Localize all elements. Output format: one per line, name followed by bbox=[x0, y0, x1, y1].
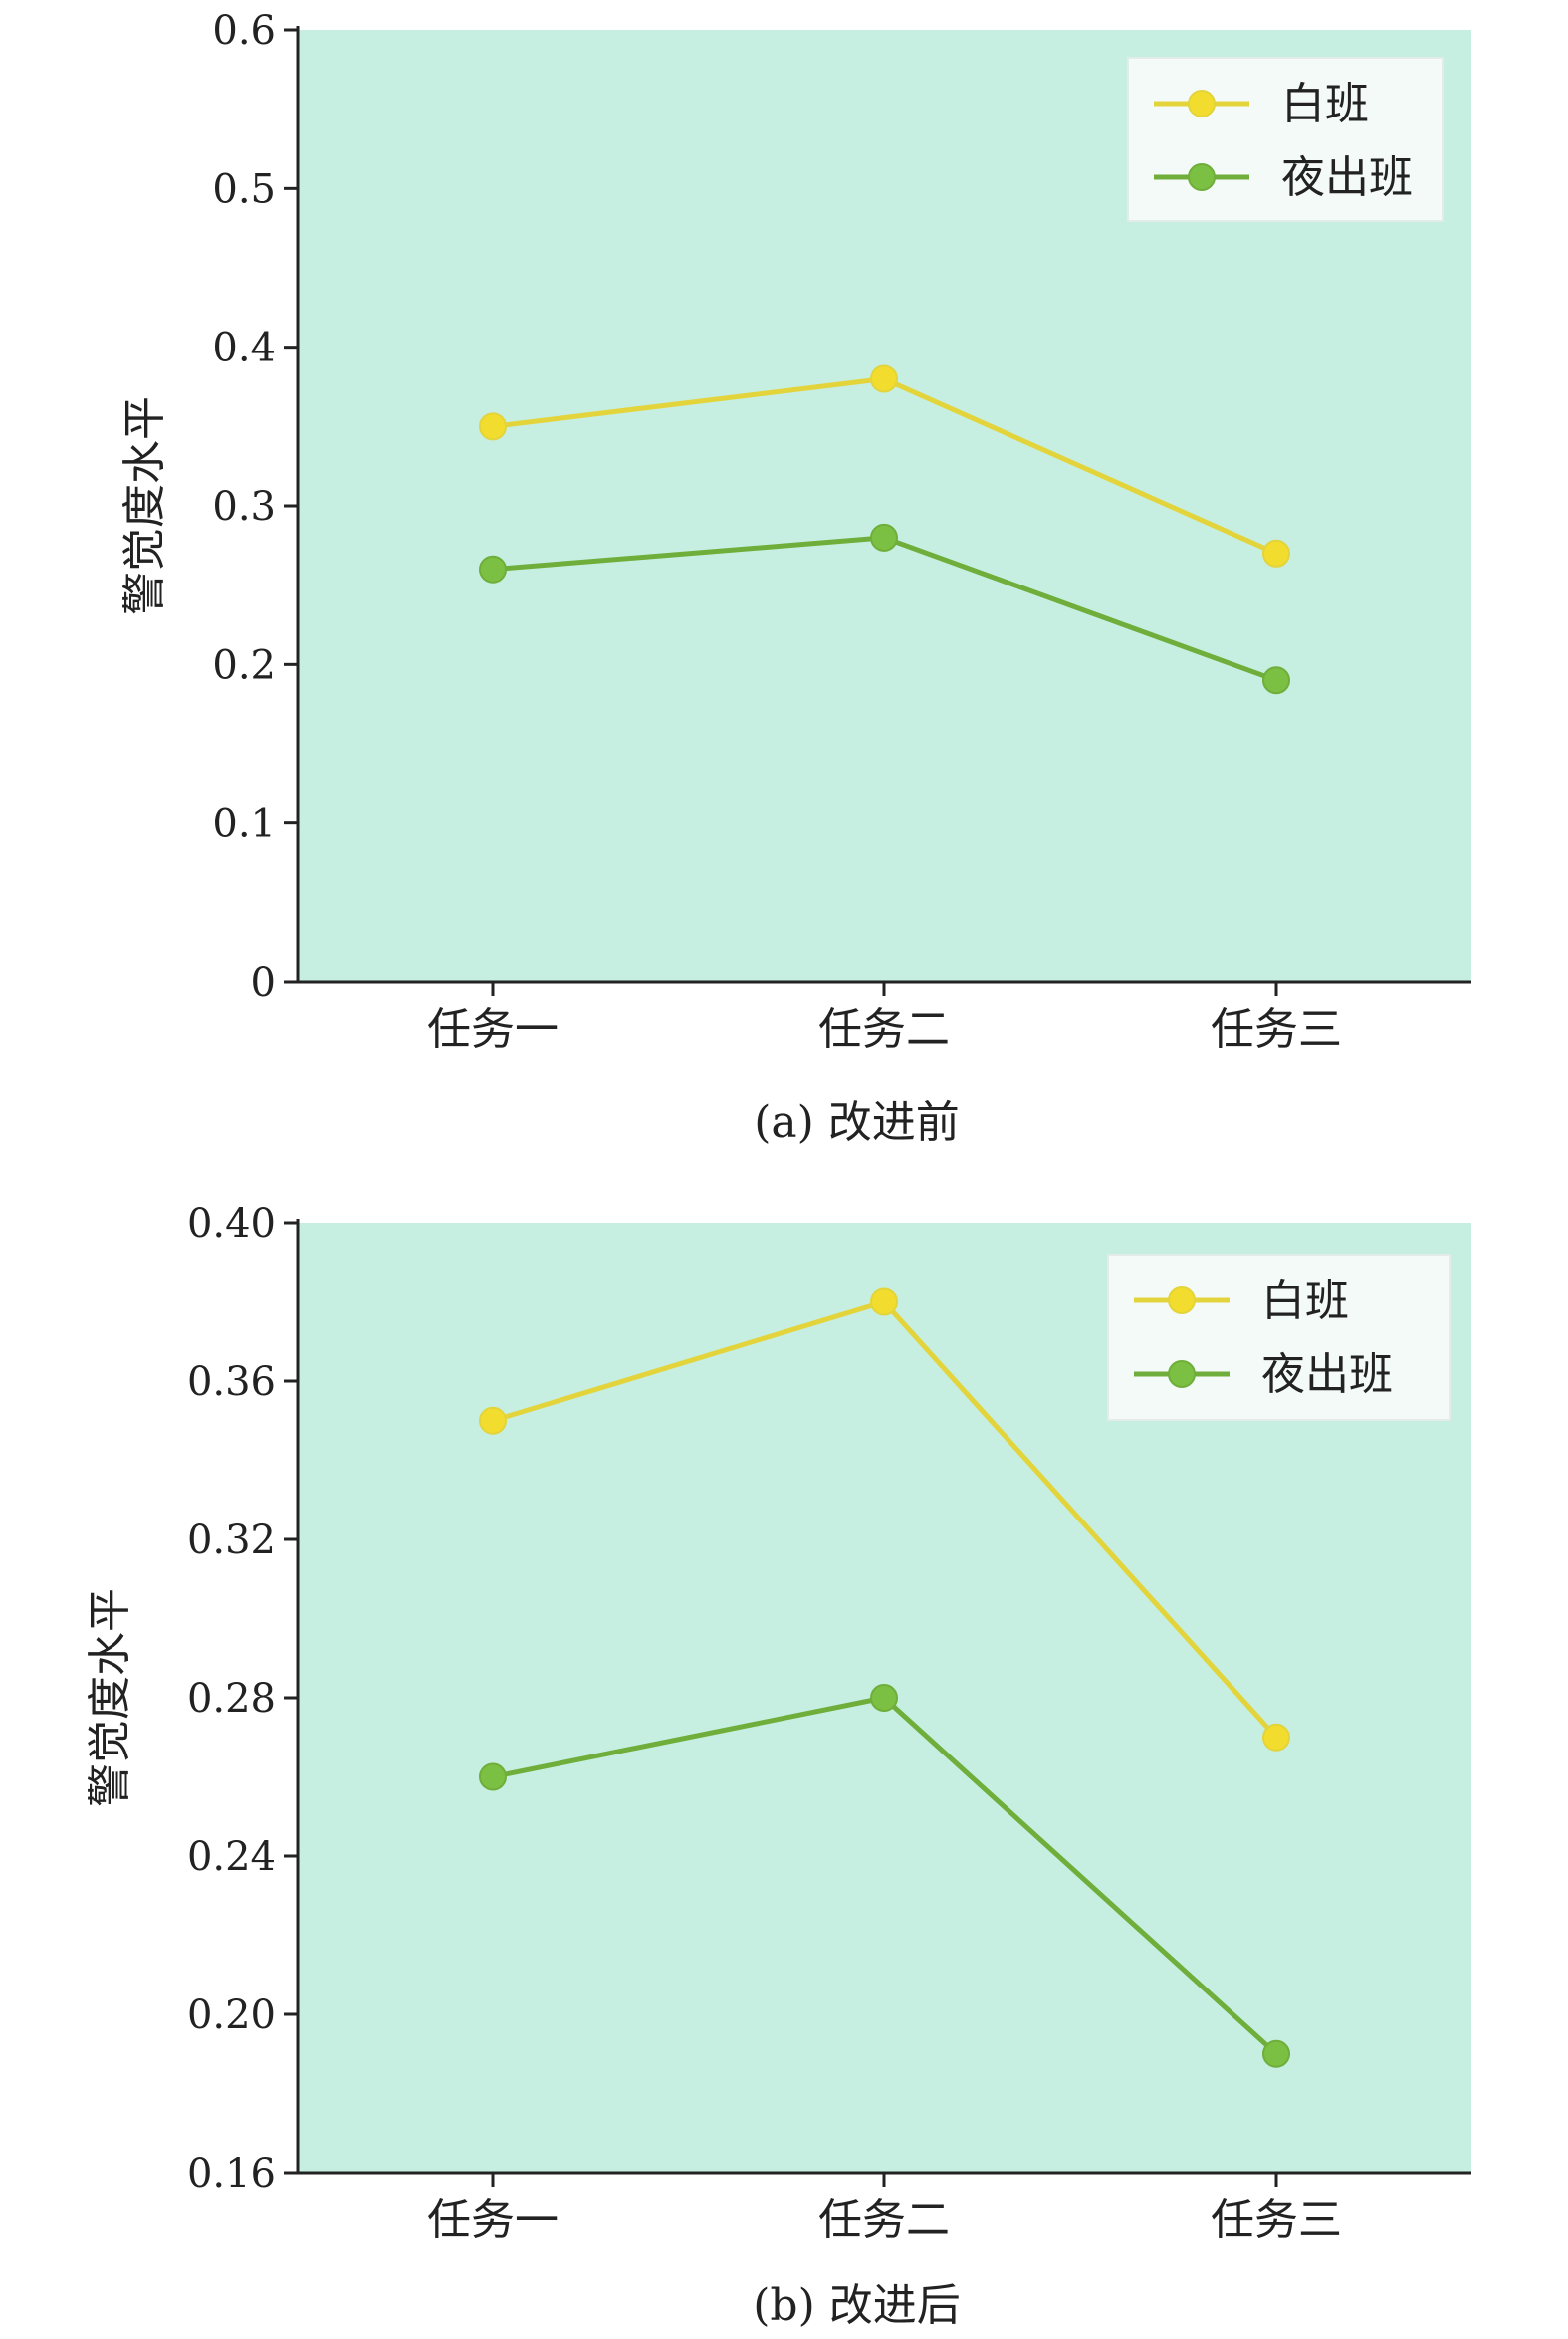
y-tick-label: 0.36 bbox=[187, 1359, 276, 1405]
data-point bbox=[1262, 539, 1290, 568]
y-tick-label: 0.6 bbox=[212, 8, 276, 54]
data-point bbox=[870, 523, 898, 552]
data-point bbox=[1262, 1723, 1290, 1752]
data-point bbox=[870, 1684, 898, 1712]
y-tick-label: 0.2 bbox=[212, 642, 276, 688]
x-tick-label: 任务二 bbox=[818, 1004, 950, 1054]
legend-swatch-marker bbox=[1188, 90, 1216, 117]
legend-label: 白班 bbox=[1281, 79, 1369, 129]
x-tick-label: 任务一 bbox=[427, 1004, 559, 1054]
legend-box bbox=[1127, 57, 1444, 222]
chart-caption: (b) 改进后 bbox=[753, 2280, 960, 2331]
data-point bbox=[479, 412, 507, 441]
chart-caption: (a) 改进前 bbox=[754, 1097, 960, 1148]
legend-swatch-marker bbox=[1188, 163, 1216, 191]
data-point bbox=[1262, 666, 1290, 695]
y-tick-label: 0.16 bbox=[187, 2151, 276, 2197]
data-point bbox=[870, 364, 898, 393]
x-tick-label: 任务三 bbox=[1211, 2195, 1342, 2245]
y-axis-title: 警觉度水平 bbox=[119, 396, 170, 615]
y-tick-label: 0.20 bbox=[187, 1992, 276, 2038]
legend-swatch-marker bbox=[1168, 1286, 1196, 1314]
legend-swatch-marker bbox=[1168, 1360, 1196, 1388]
x-tick-label: 任务一 bbox=[427, 2195, 559, 2245]
x-tick-label: 任务三 bbox=[1211, 1004, 1342, 1054]
x-tick-label: 任务二 bbox=[818, 2195, 950, 2245]
legend-label: 白班 bbox=[1261, 1276, 1349, 1326]
y-tick-label: 0.5 bbox=[212, 166, 276, 212]
y-tick-label: 0.32 bbox=[187, 1518, 276, 1563]
y-tick-label: 0.28 bbox=[187, 1676, 276, 1722]
legend-label: 夜出班 bbox=[1261, 1349, 1393, 1400]
y-tick-label: 0.3 bbox=[212, 484, 276, 530]
y-tick-label: 0.1 bbox=[212, 802, 276, 847]
y-tick-label: 0.40 bbox=[187, 1201, 276, 1247]
data-point bbox=[479, 555, 507, 584]
data-point bbox=[479, 1406, 507, 1435]
chart-b: 0.16 0.20 0.24 0.28 0.32 0.36 0.40 任务一 任务二 任务三 警觉度… bbox=[85, 1201, 1471, 2331]
y-axis-title: 警觉度水平 bbox=[85, 1588, 135, 1807]
legend-label: 夜出班 bbox=[1281, 152, 1413, 203]
data-point bbox=[870, 1287, 898, 1316]
legend-box bbox=[1107, 1254, 1451, 1421]
y-tick-label: 0.4 bbox=[212, 326, 276, 371]
data-point bbox=[1262, 2039, 1290, 2068]
y-tick-label: 0.24 bbox=[187, 1834, 276, 1880]
data-point bbox=[479, 1762, 507, 1791]
y-tick-label: 0 bbox=[251, 960, 276, 1006]
